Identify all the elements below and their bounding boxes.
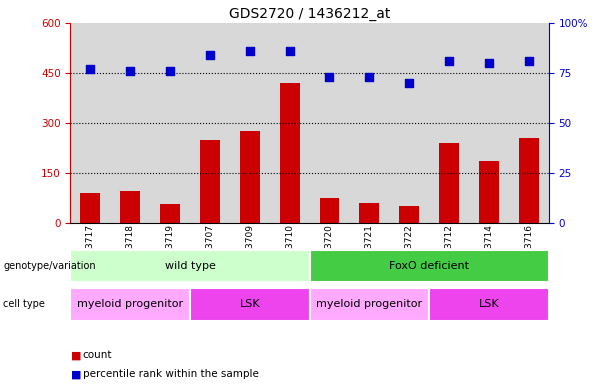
Text: myeloid progenitor: myeloid progenitor xyxy=(77,299,183,310)
Bar xyxy=(469,23,509,223)
Point xyxy=(86,66,96,72)
Bar xyxy=(280,83,300,223)
Point xyxy=(484,60,494,66)
Bar xyxy=(120,191,140,223)
Bar xyxy=(190,288,310,321)
Text: LSK: LSK xyxy=(479,299,499,310)
Point xyxy=(325,74,335,80)
Point xyxy=(166,68,175,74)
Bar xyxy=(429,288,549,321)
Text: genotype/variation: genotype/variation xyxy=(3,261,96,271)
Text: myeloid progenitor: myeloid progenitor xyxy=(316,299,422,310)
Bar xyxy=(310,23,349,223)
Text: LSK: LSK xyxy=(240,299,260,310)
Bar xyxy=(80,193,101,223)
Bar xyxy=(270,23,310,223)
Bar xyxy=(310,288,429,321)
Bar xyxy=(519,138,539,223)
Text: cell type: cell type xyxy=(3,299,45,310)
Point xyxy=(245,48,255,54)
Text: ■: ■ xyxy=(70,350,81,360)
Bar xyxy=(509,23,549,223)
Point xyxy=(205,52,215,58)
Bar xyxy=(230,23,270,223)
Text: ■: ■ xyxy=(70,369,81,379)
Bar xyxy=(160,204,180,223)
Bar xyxy=(399,206,419,223)
Bar xyxy=(70,288,190,321)
Bar xyxy=(70,250,310,282)
Text: wild type: wild type xyxy=(165,261,215,271)
Bar xyxy=(200,139,220,223)
Point xyxy=(405,80,414,86)
Point xyxy=(444,58,454,64)
Bar xyxy=(240,131,260,223)
Bar xyxy=(70,23,110,223)
Bar xyxy=(429,23,469,223)
Point xyxy=(284,48,294,54)
Bar xyxy=(479,161,499,223)
Point xyxy=(524,58,533,64)
Bar xyxy=(349,23,389,223)
Bar xyxy=(310,250,549,282)
Bar xyxy=(319,198,340,223)
Bar xyxy=(110,23,150,223)
Bar xyxy=(389,23,429,223)
Point xyxy=(125,68,135,74)
Title: GDS2720 / 1436212_at: GDS2720 / 1436212_at xyxy=(229,7,390,21)
Text: FoxO deficient: FoxO deficient xyxy=(389,261,469,271)
Bar xyxy=(150,23,190,223)
Bar xyxy=(359,203,379,223)
Text: count: count xyxy=(83,350,112,360)
Bar xyxy=(439,143,459,223)
Point xyxy=(364,74,374,80)
Text: percentile rank within the sample: percentile rank within the sample xyxy=(83,369,259,379)
Bar xyxy=(190,23,230,223)
